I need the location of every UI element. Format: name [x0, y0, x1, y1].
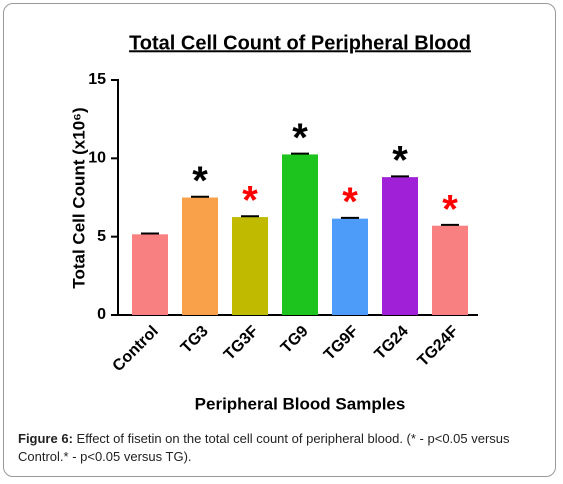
bar [232, 217, 268, 315]
figure-frame [3, 3, 556, 477]
significance-marker: * [392, 139, 408, 183]
bar [382, 177, 418, 315]
significance-marker: * [192, 159, 208, 203]
significance-marker: * [442, 187, 458, 231]
caption-label: Figure 6: [18, 431, 73, 446]
significance-marker: * [242, 179, 258, 223]
bar [332, 218, 368, 315]
chart-title: Total Cell Count of Peripheral Blood [129, 32, 471, 54]
bar [132, 234, 168, 315]
x-tick-label: Control [110, 323, 162, 375]
x-axis-label: Peripheral Blood Samples [195, 394, 406, 413]
bar [182, 197, 218, 315]
x-tick-label: TG3 [178, 323, 212, 357]
bar [282, 154, 318, 315]
bar [432, 225, 468, 315]
y-axis-label: Total Cell Count (x10⁶) [69, 107, 88, 288]
caption: Figure 6: Effect of fisetin on the total… [18, 430, 553, 466]
significance-marker: * [342, 180, 358, 224]
caption-text: Effect of fisetin on the total cell coun… [18, 431, 510, 464]
chart: Total Cell Count of Peripheral Blood Tot… [69, 32, 478, 413]
significance-marker: * [292, 116, 308, 160]
x-tick-label: TG9F [321, 323, 362, 364]
x-tick-label: TG3F [221, 323, 262, 364]
x-tick-label: TG24F [415, 323, 462, 370]
y-tick-label: 0 [97, 306, 106, 323]
x-tick-label: TG9 [278, 323, 312, 357]
y-tick-label: 10 [88, 150, 106, 167]
y-tick-label: 15 [88, 71, 106, 88]
x-tick-label: TG24 [371, 323, 411, 363]
y-tick-label: 5 [97, 228, 106, 245]
